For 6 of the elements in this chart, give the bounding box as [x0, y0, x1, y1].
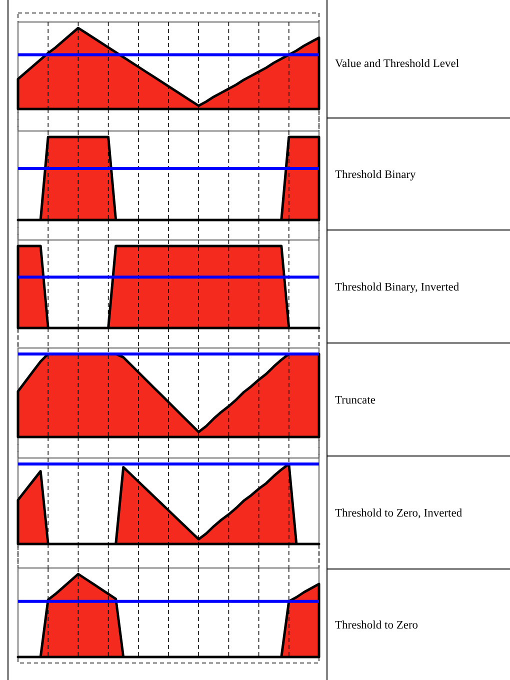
y2-axis-title: Threshold Binary, Inverted [335, 282, 460, 294]
y2-axis-title: Value and Threshold Level [335, 58, 460, 70]
y2-axis-title: Threshold Binary [335, 169, 416, 182]
y2-axis-title: Truncate [335, 394, 376, 407]
y2-axis-title: Threshold to Zero, Inverted [335, 508, 462, 520]
y2-axis-title: Threshold to Zero [335, 620, 418, 632]
